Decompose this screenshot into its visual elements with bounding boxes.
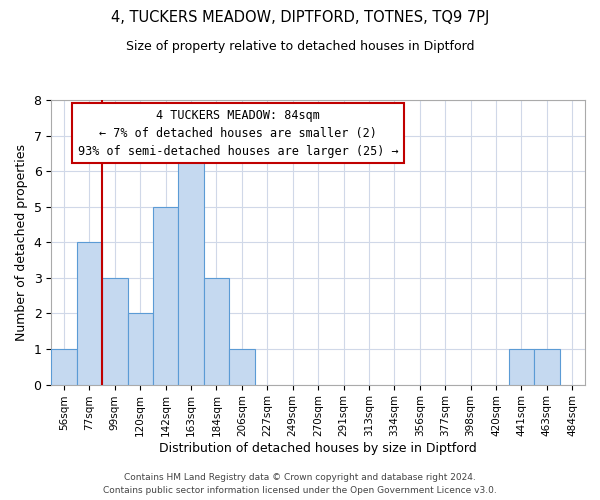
Text: Contains HM Land Registry data © Crown copyright and database right 2024.
Contai: Contains HM Land Registry data © Crown c… bbox=[103, 474, 497, 495]
X-axis label: Distribution of detached houses by size in Diptford: Distribution of detached houses by size … bbox=[159, 442, 477, 455]
Bar bbox=[204, 278, 229, 384]
Text: 4 TUCKERS MEADOW: 84sqm
← 7% of detached houses are smaller (2)
93% of semi-deta: 4 TUCKERS MEADOW: 84sqm ← 7% of detached… bbox=[78, 108, 398, 158]
Bar bbox=[509, 349, 534, 384]
Bar bbox=[77, 242, 102, 384]
Y-axis label: Number of detached properties: Number of detached properties bbox=[15, 144, 28, 341]
Text: Size of property relative to detached houses in Diptford: Size of property relative to detached ho… bbox=[126, 40, 474, 53]
Bar bbox=[178, 136, 204, 384]
Bar bbox=[51, 349, 77, 384]
Bar bbox=[128, 314, 153, 384]
Bar bbox=[534, 349, 560, 384]
Bar bbox=[153, 206, 178, 384]
Bar bbox=[102, 278, 128, 384]
Bar bbox=[229, 349, 254, 384]
Text: 4, TUCKERS MEADOW, DIPTFORD, TOTNES, TQ9 7PJ: 4, TUCKERS MEADOW, DIPTFORD, TOTNES, TQ9… bbox=[111, 10, 489, 25]
